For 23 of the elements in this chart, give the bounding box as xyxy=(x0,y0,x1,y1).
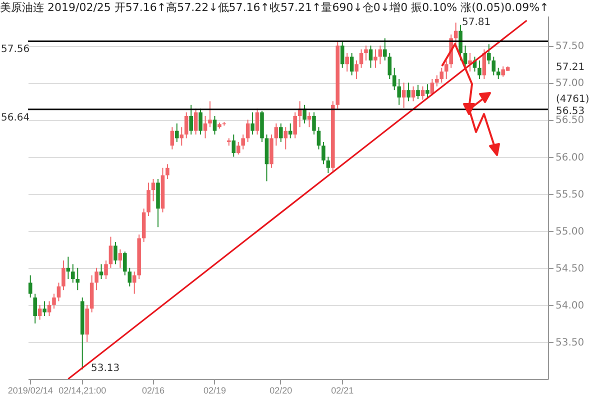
x-tick-label: 02/16 xyxy=(142,386,165,396)
y-tick-label: 57.50 xyxy=(556,41,584,52)
ref-line-label: 56.64 xyxy=(1,112,30,124)
annotation: 57.81 xyxy=(462,17,491,28)
x-tick-label: 02/19 xyxy=(203,386,226,396)
x-tick-label: 02/21 xyxy=(331,386,354,396)
y-tick-label: 57.00 xyxy=(556,78,584,90)
x-tick-label: 02/14,21:00 xyxy=(58,386,106,396)
text: 56.53 xyxy=(556,106,585,117)
x-tick-label: 02/20 xyxy=(270,386,292,396)
chart-title: 美原油连 2019/02/25 开57.16↑高57.22↓低57.16↑收57.21↑量690↓仓0↓增0 振0.10% 涨(0.05)0.09%↑ xyxy=(0,1,549,14)
text: 57.21 xyxy=(556,62,585,73)
y-tick-label: 54.50 xyxy=(556,263,584,274)
y-tick-label: 56.50 xyxy=(556,115,584,126)
y-tick-label: 55.00 xyxy=(556,226,584,238)
ref-line-label: 57.56 xyxy=(1,44,30,56)
x-tick-label: 2019/02/14 xyxy=(8,386,53,396)
y-tick-label: 56.00 xyxy=(556,152,584,164)
annotation: 53.13 xyxy=(91,363,120,374)
y-tick-label: 53.50 xyxy=(556,337,584,348)
y-tick-label: 55.50 xyxy=(556,189,584,200)
y-tick-label: 54.00 xyxy=(556,300,584,312)
text: (4761) xyxy=(556,94,590,105)
